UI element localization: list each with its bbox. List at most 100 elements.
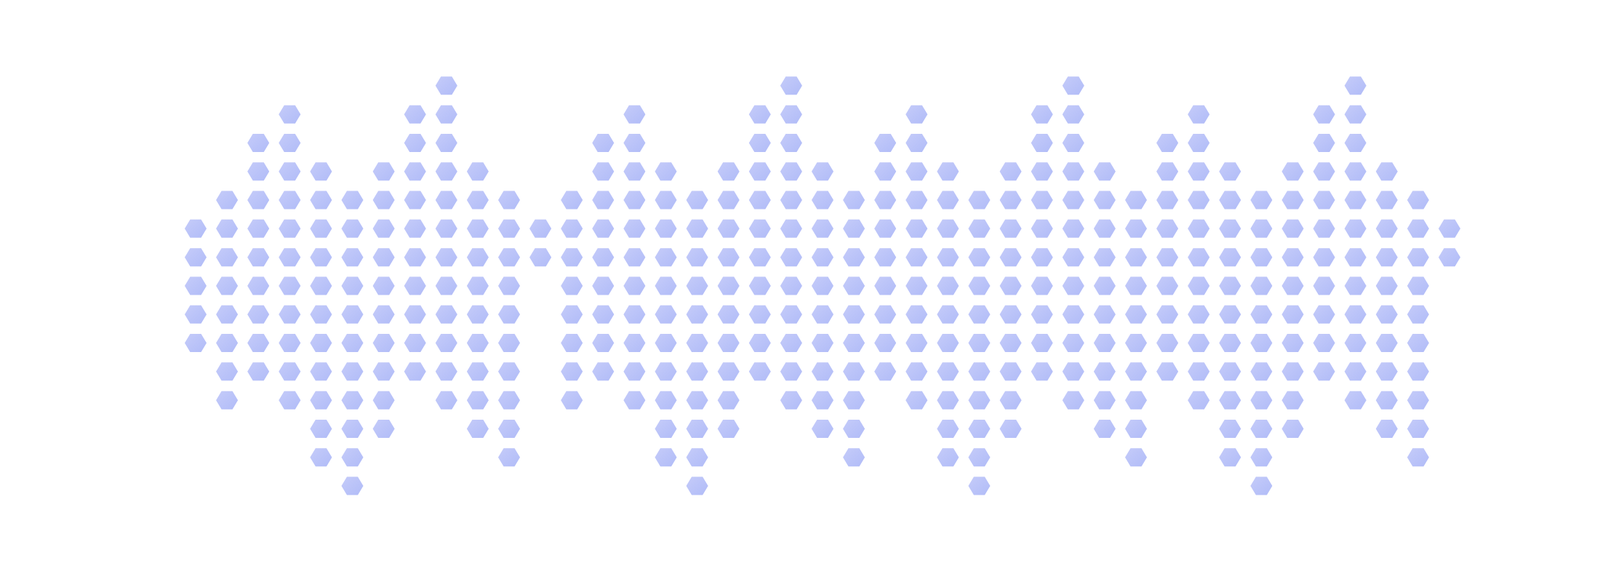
hex-cell bbox=[341, 248, 364, 267]
hex-cell bbox=[717, 391, 740, 410]
hex-cell bbox=[936, 305, 959, 324]
hex-cell bbox=[1250, 276, 1272, 295]
hex-cell bbox=[1156, 305, 1179, 324]
hex-cell bbox=[1187, 276, 1210, 295]
hex-cell bbox=[874, 248, 896, 267]
hex-bar bbox=[655, 248, 678, 467]
hex-shade bbox=[592, 162, 614, 181]
hex-cell bbox=[1031, 105, 1054, 124]
hex-cell bbox=[842, 219, 865, 238]
hex-shade bbox=[373, 419, 395, 438]
hex-cell bbox=[874, 219, 896, 238]
hex-shade bbox=[435, 248, 458, 267]
hex-shade bbox=[936, 419, 959, 438]
hex-shade bbox=[936, 162, 959, 181]
hex-bar bbox=[404, 248, 427, 381]
hex-shade bbox=[655, 391, 678, 410]
hex-shade bbox=[968, 191, 991, 210]
hex-cell bbox=[1218, 248, 1241, 267]
hex-shade bbox=[498, 305, 520, 324]
hex-cell bbox=[466, 219, 489, 238]
hex-cell bbox=[717, 305, 740, 324]
hex-cell bbox=[1344, 248, 1367, 267]
hex-shade bbox=[341, 419, 364, 438]
hex-shade bbox=[466, 276, 489, 295]
hex-cell bbox=[373, 276, 395, 295]
hex-shade bbox=[1218, 391, 1241, 410]
hex-shade bbox=[341, 305, 364, 324]
hex-shade bbox=[623, 162, 646, 181]
hex-cell bbox=[874, 191, 896, 210]
hex-shade bbox=[278, 105, 301, 124]
hex-shade bbox=[404, 248, 427, 267]
hex-shade bbox=[655, 305, 678, 324]
hex-cell bbox=[1062, 105, 1085, 124]
hex-shade bbox=[1062, 391, 1085, 410]
hex-cell bbox=[874, 276, 896, 295]
hex-cell bbox=[466, 362, 489, 381]
hex-shade bbox=[1407, 191, 1430, 210]
hex-shade bbox=[905, 305, 928, 324]
hex-shade bbox=[1156, 276, 1179, 295]
hex-shade bbox=[216, 276, 238, 295]
hex-shade bbox=[216, 248, 238, 267]
hex-cell bbox=[1000, 305, 1022, 324]
hex-cell bbox=[623, 162, 646, 181]
hex-shade bbox=[936, 248, 959, 267]
hex-shade bbox=[1062, 76, 1085, 95]
hex-cell bbox=[341, 305, 364, 324]
hex-cell bbox=[842, 191, 865, 210]
hex-shade bbox=[905, 191, 928, 210]
hex-cell bbox=[466, 248, 489, 267]
hex-shade bbox=[466, 305, 489, 324]
hex-shade bbox=[655, 248, 678, 267]
hex-cell bbox=[655, 276, 678, 295]
hex-cell bbox=[373, 333, 395, 352]
hex-cell bbox=[874, 133, 896, 152]
hex-shade bbox=[309, 391, 332, 410]
hex-shade bbox=[1156, 248, 1179, 267]
hex-shade bbox=[1344, 219, 1367, 238]
hex-cell bbox=[936, 391, 959, 410]
hex-shade bbox=[1344, 248, 1367, 267]
hex-cell bbox=[749, 133, 771, 152]
hex-shade bbox=[905, 105, 928, 124]
hex-cell bbox=[1344, 305, 1367, 324]
hex-cell bbox=[184, 305, 207, 324]
hex-cell bbox=[373, 391, 395, 410]
hex-shade bbox=[1282, 305, 1304, 324]
hex-shade bbox=[655, 191, 678, 210]
hex-cell bbox=[1093, 248, 1116, 267]
hex-cell bbox=[1250, 391, 1272, 410]
hex-shade bbox=[1062, 191, 1085, 210]
hex-shade bbox=[1031, 333, 1054, 352]
hex-shade bbox=[936, 448, 959, 467]
hex-shade bbox=[373, 362, 395, 381]
hex-cell bbox=[1000, 219, 1022, 238]
hex-shade bbox=[780, 305, 803, 324]
hex-cell bbox=[592, 191, 614, 210]
hex-shade bbox=[968, 333, 991, 352]
hex-shade bbox=[842, 276, 865, 295]
hex-shade bbox=[1187, 105, 1210, 124]
hex-shade bbox=[341, 362, 364, 381]
hex-cell bbox=[1125, 191, 1147, 210]
hex-shade bbox=[278, 391, 301, 410]
hex-shade bbox=[1313, 276, 1336, 295]
hex-cell bbox=[717, 162, 740, 181]
hex-shade bbox=[749, 219, 771, 238]
hex-shade bbox=[842, 248, 865, 267]
hex-cell bbox=[1282, 248, 1304, 267]
hex-cell bbox=[466, 276, 489, 295]
hex-shade bbox=[905, 276, 928, 295]
hex-bar bbox=[466, 162, 489, 238]
hex-shade bbox=[1093, 219, 1116, 238]
hex-bar bbox=[1093, 162, 1116, 238]
hex-bar bbox=[968, 248, 991, 495]
hex-shade bbox=[749, 276, 771, 295]
hex-cell bbox=[1093, 362, 1116, 381]
hex-shade bbox=[1187, 219, 1210, 238]
hex-bar bbox=[811, 162, 834, 238]
hex-cell bbox=[1282, 362, 1304, 381]
hex-bar bbox=[278, 105, 301, 238]
